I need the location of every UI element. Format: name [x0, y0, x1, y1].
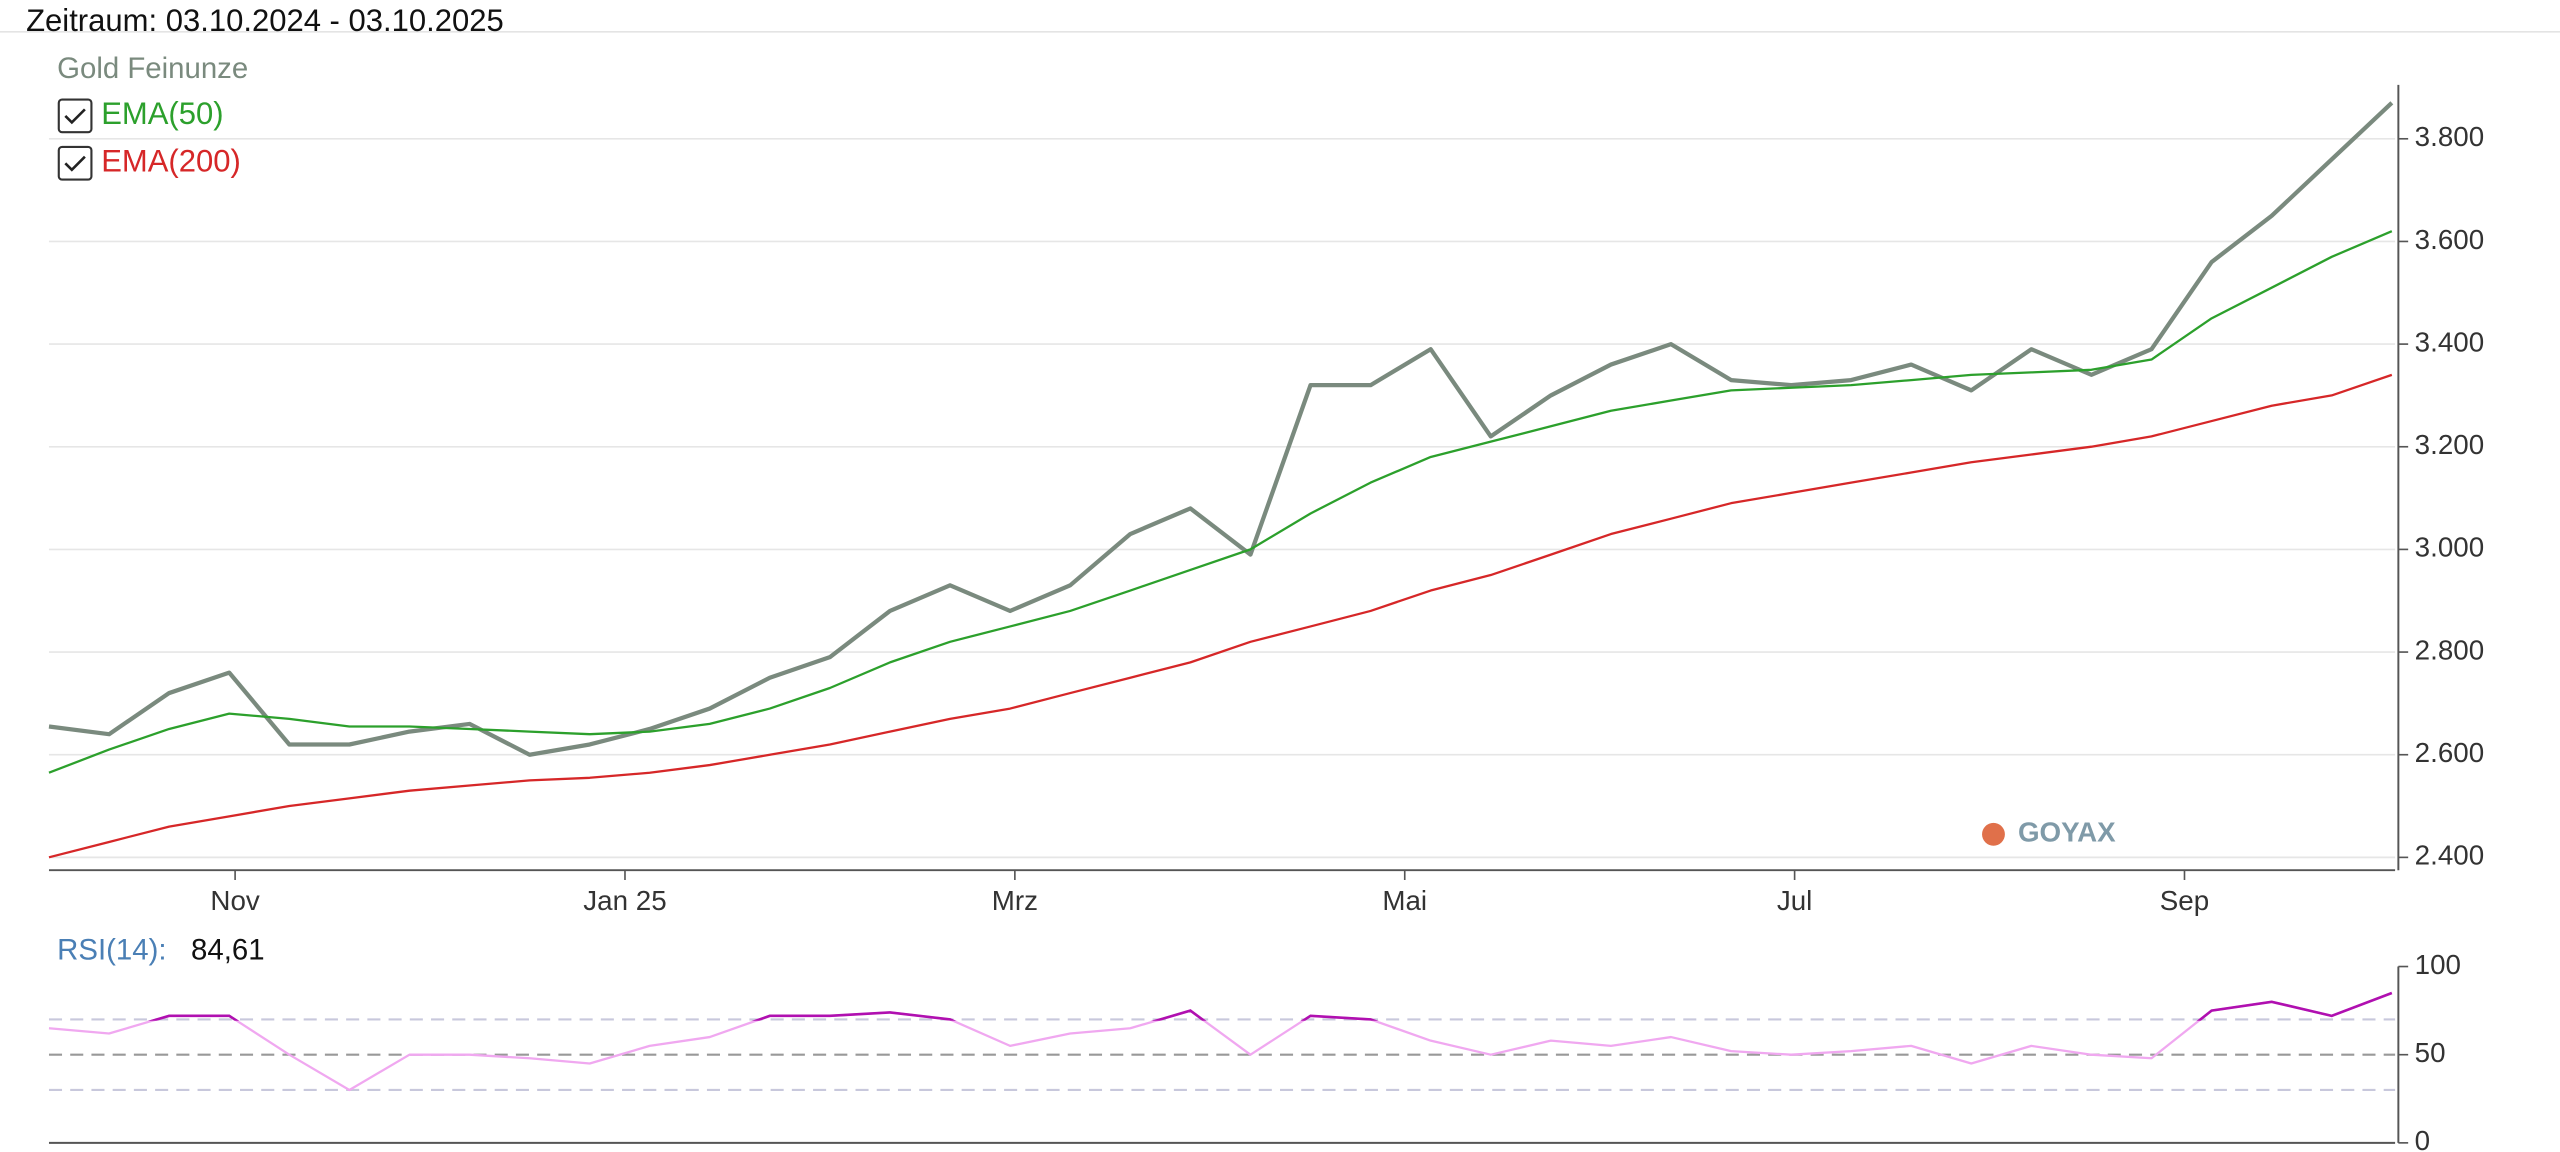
y-tick-label: 3.400: [2415, 326, 2484, 357]
legend-checkbox[interactable]: [57, 145, 93, 181]
series-line: [48, 373, 2393, 859]
chart-title: Gold Feinunze: [57, 52, 248, 85]
series-line-high: [147, 991, 2393, 1021]
y-tick-label: 2.600: [2415, 737, 2484, 768]
x-tick-label: Nov: [210, 885, 259, 916]
series-line: [48, 230, 2393, 774]
y-tick-label: 0: [2415, 1125, 2430, 1152]
legend-check: [64, 108, 86, 125]
legend-label: EMA(200): [101, 143, 241, 178]
header-title: Zeitraum: 03.10.2024 - 03.10.2025: [26, 3, 504, 38]
x-tick-label: Mai: [1382, 885, 1427, 916]
y-tick-label: 100: [2415, 949, 2461, 980]
legend-item[interactable]: EMA(50): [57, 96, 224, 134]
y-tick-label: 2.800: [2415, 634, 2484, 665]
y-tick-label: 3.600: [2415, 224, 2484, 255]
rsi-title: RSI(14):: [57, 934, 166, 967]
legend-item[interactable]: EMA(200): [57, 143, 241, 181]
x-tick-label: Mrz: [992, 885, 1038, 916]
series-line: [48, 101, 2394, 757]
rsi-value: 84,61: [191, 934, 265, 967]
y-tick-label: 3.200: [2415, 429, 2484, 460]
y-tick-label: 50: [2415, 1037, 2446, 1068]
y-tick-label: 3.800: [2415, 121, 2484, 152]
watermark: GOYAX: [1982, 817, 2116, 848]
y-tick-label: 2.400: [2415, 840, 2484, 871]
legend-check: [64, 155, 86, 172]
legend-label: EMA(50): [101, 96, 223, 131]
y-tick-label: 3.000: [2415, 532, 2484, 563]
watermark-text: GOYAX: [2018, 817, 2116, 848]
x-tick-label: Sep: [2160, 885, 2209, 916]
x-tick-label: Jul: [1777, 885, 1812, 916]
x-tick-label: Jan 25: [583, 885, 666, 916]
series-line: [48, 991, 2393, 1092]
legend-checkbox[interactable]: [57, 98, 93, 134]
